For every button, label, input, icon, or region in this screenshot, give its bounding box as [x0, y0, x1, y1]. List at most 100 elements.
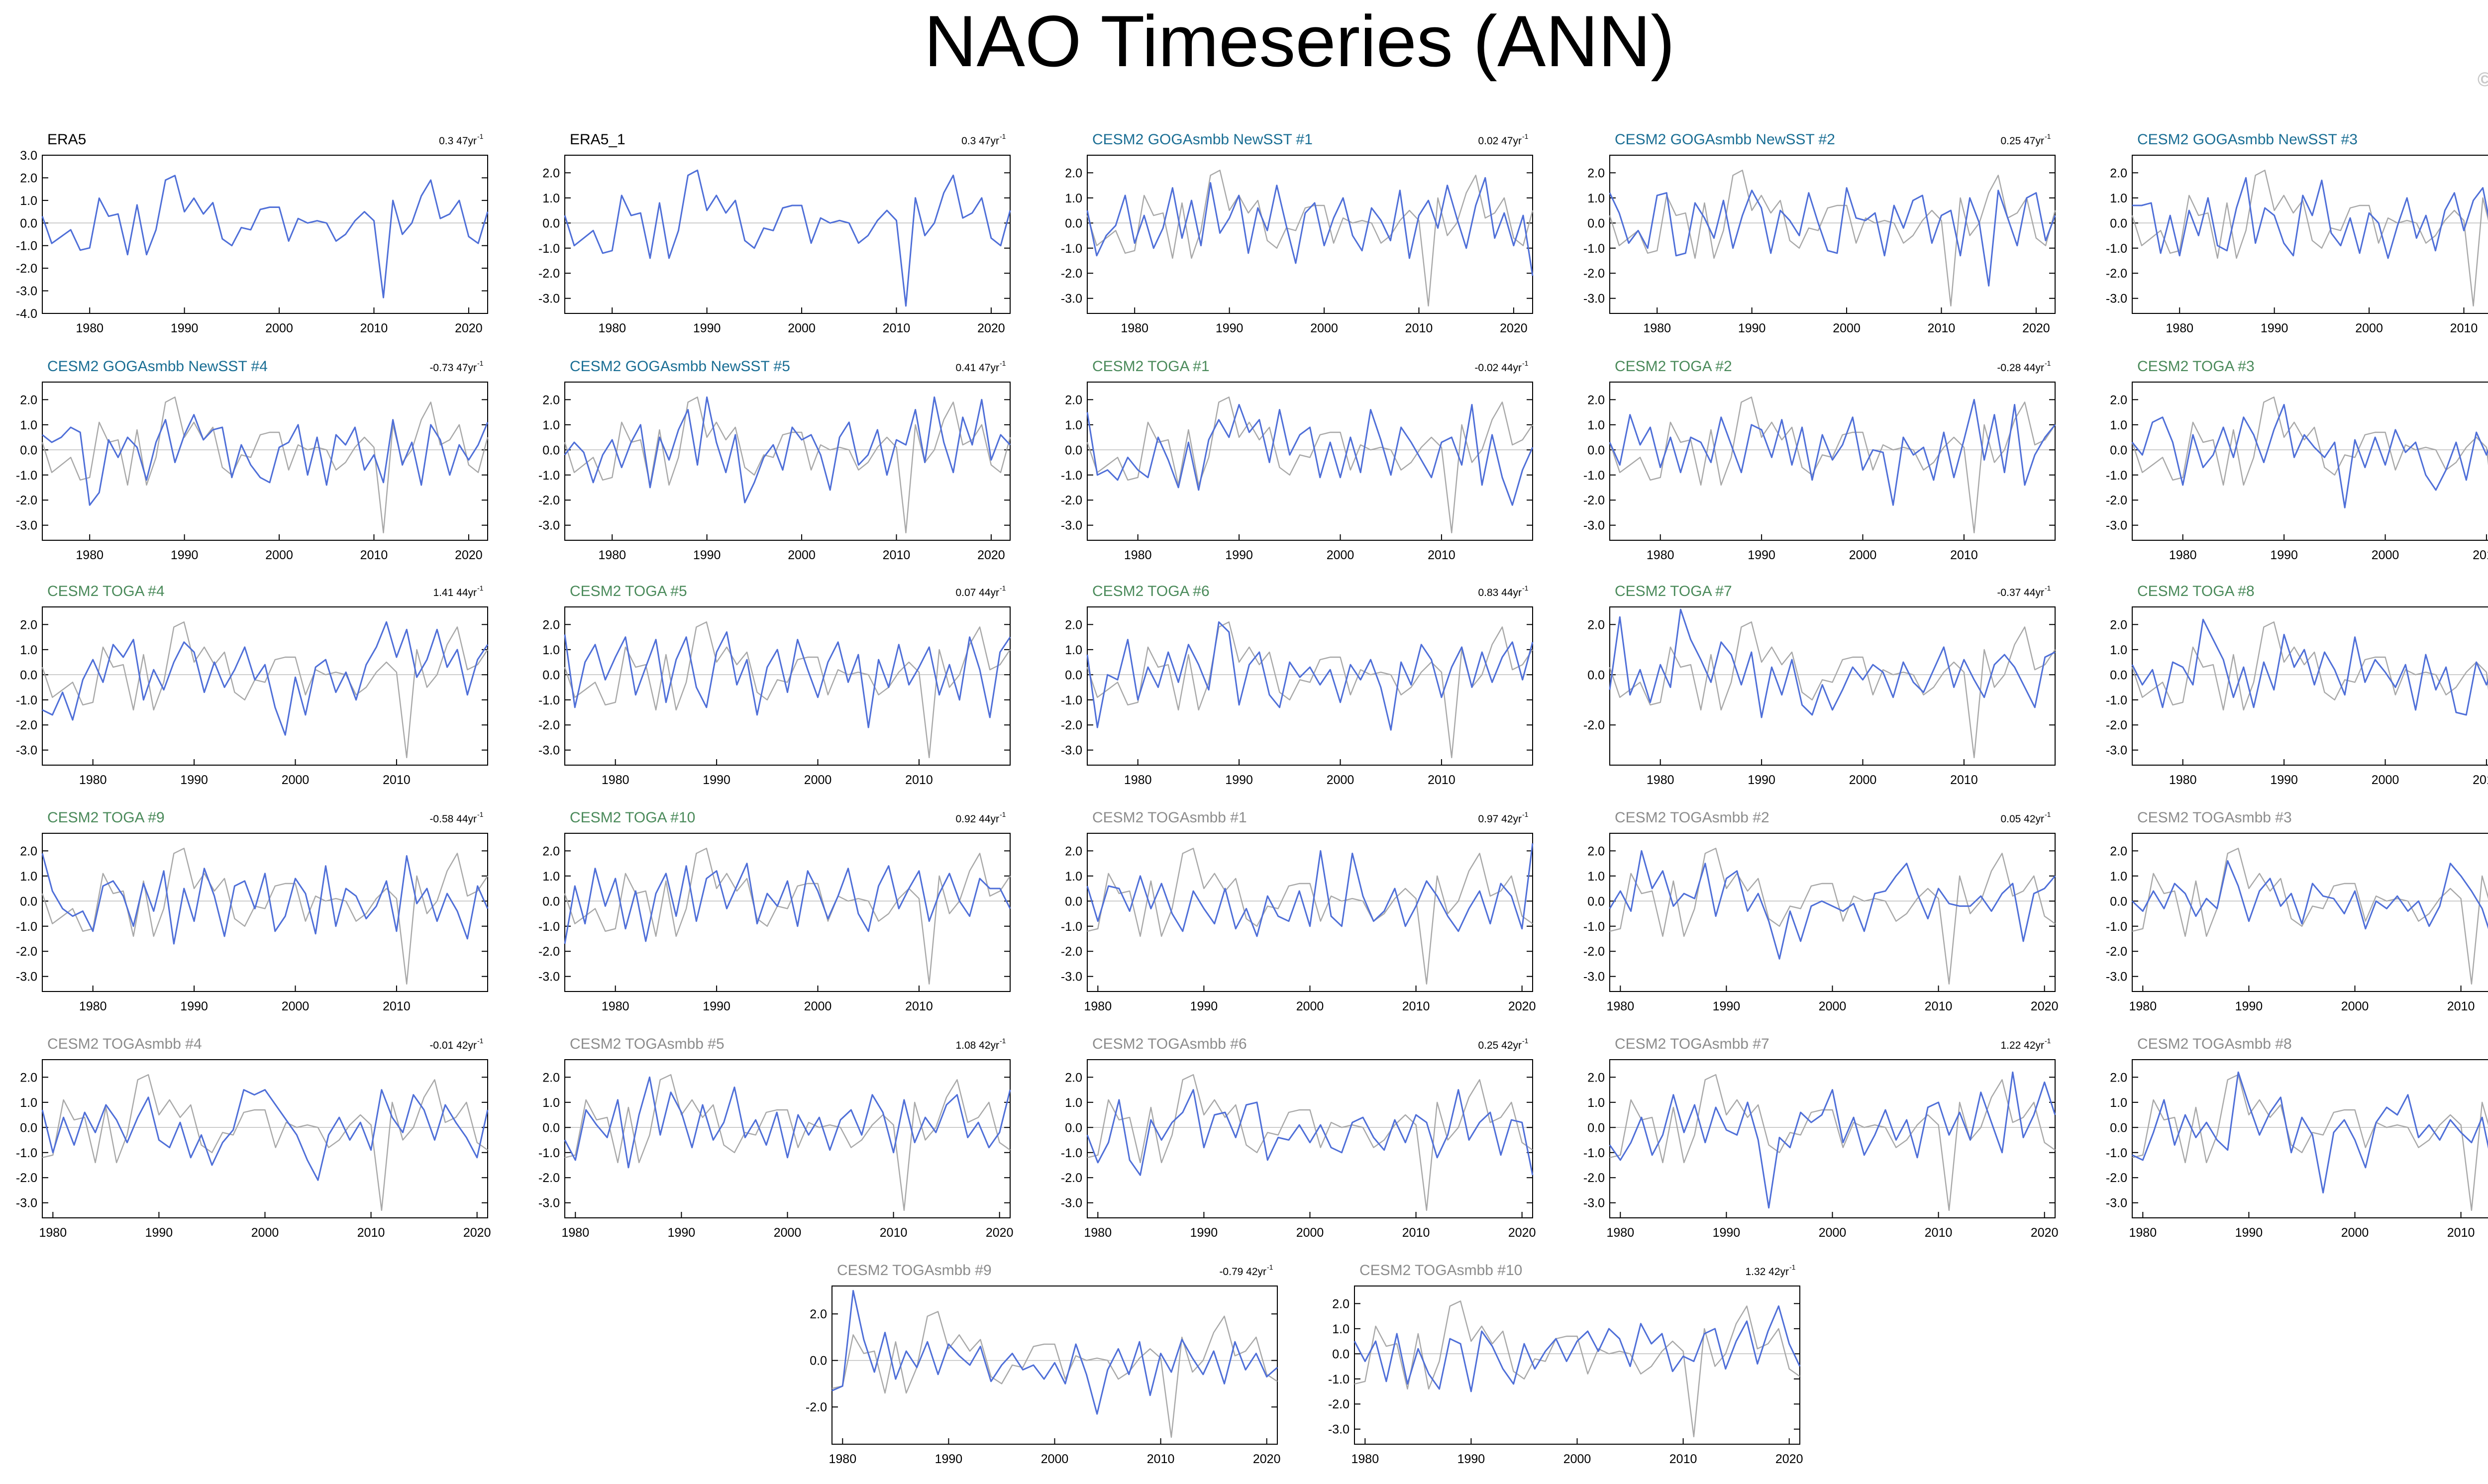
panel-25: CESM2 TOGAsmbb #80.25 42yr-12.01.00.0-1.… — [2106, 1036, 2488, 1240]
plot-frame — [1087, 606, 1533, 766]
y-tick-label: 0.0 — [1065, 216, 1082, 230]
y-tick-label: -1.0 — [1328, 1373, 1349, 1386]
trend-exponent: -1 — [1522, 584, 1529, 592]
y-tick-label: 1.0 — [1587, 1096, 1605, 1110]
y-tick-label: 0.0 — [2110, 443, 2127, 457]
x-tick-label: 1980 — [1606, 1226, 1634, 1240]
trend-label: 1.41 44yr — [433, 587, 477, 598]
plot-frame — [1087, 1059, 1533, 1218]
trend-exponent: -1 — [1522, 1037, 1529, 1045]
trend-exponent: -1 — [1522, 132, 1529, 140]
y-tick-label: -1.0 — [1583, 469, 1605, 483]
x-tick-label: 1980 — [1647, 773, 1674, 787]
y-tick-label: -3.0 — [538, 292, 560, 306]
trend-exponent: -1 — [2045, 132, 2051, 140]
panel-16: CESM2 TOGA #9 -0.58 44yr -1 2.0 1.0 0.0 -1.0 -2… — [16, 809, 489, 1013]
panel-title: CESM2 TOGAsmbb #3 — [2137, 809, 2292, 826]
y-tick-label: -2.0 — [16, 1171, 37, 1185]
y-tick-label: -1.0 — [1061, 1146, 1082, 1160]
panel-title: CESM2 GOGAsmbb NewSST #5 — [570, 358, 790, 375]
x-tick-label: 2000 — [251, 1226, 279, 1240]
y-tick-label: -1.0 — [538, 469, 560, 483]
y-tick-label: -2.0 — [2106, 945, 2127, 959]
y-tick-label: 2.0 — [1587, 166, 1605, 180]
x-tick-label: 2020 — [463, 1226, 491, 1240]
y-tick-label: 1.0 — [1065, 870, 1082, 884]
x-tick-label: 1980 — [1643, 321, 1671, 335]
plot-frame — [564, 833, 1011, 992]
x-tick-label: 1980 — [2169, 773, 2197, 787]
y-tick-label: -3.0 — [2106, 1196, 2127, 1210]
x-tick-label: 1980 — [2129, 999, 2157, 1013]
x-tick-label: 1990 — [2235, 1226, 2263, 1240]
x-tick-label: 1990 — [1738, 321, 1766, 335]
x-tick-label: 1980 — [1124, 773, 1152, 787]
x-tick-label: 1990 — [2235, 999, 2263, 1013]
y-tick-label: -3.0 — [1061, 1196, 1082, 1210]
trend-label: 1.32 42yr — [1745, 1266, 1789, 1278]
panel-15: CESM2 TOGA #8-0.15 44yr-12.01.00.0-1.0-2… — [2106, 583, 2488, 787]
x-tick-label: 2000 — [1327, 773, 1354, 787]
x-tick-label: 2000 — [1819, 1226, 1847, 1240]
y-tick-label: 1.0 — [1587, 192, 1605, 205]
panel-title: CESM2 TOGAsmbb #9 — [837, 1262, 992, 1279]
y-tick-label: 2.0 — [2110, 844, 2127, 858]
panel-title: CESM2 TOGAsmbb #8 — [2137, 1036, 2292, 1052]
observed-series-line — [564, 396, 1011, 534]
x-tick-label: 1990 — [2270, 773, 2298, 787]
x-tick-label: 2000 — [2341, 1226, 2369, 1240]
y-tick-label: 1.0 — [542, 418, 560, 432]
model-series-line — [564, 863, 1011, 944]
plot-frame — [2132, 833, 2488, 992]
panel-title: CESM2 GOGAsmbb NewSST #3 — [2137, 131, 2358, 148]
x-tick-label: 1980 — [76, 548, 104, 562]
x-tick-label: 2000 — [1833, 321, 1861, 335]
y-tick-label: -3.0 — [1583, 1196, 1605, 1210]
y-tick-label: 0.0 — [1587, 668, 1605, 682]
y-tick-label: 1.0 — [542, 870, 560, 884]
y-tick-label: 0.0 — [542, 894, 560, 908]
x-tick-label: 1990 — [668, 1226, 696, 1240]
y-tick-label: -3.0 — [1583, 970, 1605, 984]
x-tick-label: 2000 — [1296, 999, 1324, 1013]
panel-13: CESM2 TOGA #6 0.83 44yr -1 2.0 1.0 0.0 -1.0 -2.… — [1061, 583, 1534, 787]
x-tick-label: 2020 — [455, 548, 483, 562]
observed-series-line — [42, 1074, 488, 1211]
observed-series-line — [1087, 1074, 1533, 1211]
x-tick-label: 1980 — [2169, 548, 2197, 562]
x-tick-label: 1980 — [2166, 321, 2193, 335]
y-tick-label: 1.0 — [2110, 643, 2127, 657]
y-tick-label: -2.0 — [16, 494, 37, 507]
plot-frame — [831, 1286, 1278, 1445]
y-tick-label: 1.0 — [1065, 192, 1082, 205]
y-tick-label: -1.0 — [2106, 469, 2127, 483]
x-tick-label: 2000 — [788, 548, 816, 562]
y-tick-label: -1.0 — [16, 1146, 37, 1160]
model-series-line — [42, 414, 489, 506]
plot-frame — [2132, 606, 2488, 766]
y-tick-label: -3.0 — [2106, 970, 2127, 984]
y-tick-label: -2.0 — [1061, 945, 1082, 959]
y-tick-label: -3.0 — [538, 1196, 560, 1210]
y-tick-label: 0.0 — [1065, 1121, 1082, 1135]
panel-3: CESM2 GOGAsmbb NewSST #1 0.02 47yr -1 2.0 1.… — [1061, 131, 1534, 335]
model-series-line — [41, 175, 489, 298]
observed-series-line — [1609, 170, 2056, 307]
x-tick-label: 2010 — [883, 321, 911, 335]
y-tick-label: -2.0 — [1061, 494, 1082, 507]
y-tick-label: -1.0 — [538, 693, 560, 707]
y-tick-label: -2.0 — [1061, 1171, 1082, 1185]
y-tick-label: -3.0 — [2106, 744, 2127, 758]
x-tick-label: 1990 — [1190, 1226, 1218, 1240]
y-tick-label: -1.0 — [1583, 242, 1605, 256]
model-series-line — [1609, 187, 2056, 287]
panel-22: CESM2 TOGAsmbb #5 1.08 42yr -1 2.0 1.0 0.0 -1.… — [538, 1036, 1014, 1240]
panel-title: CESM2 TOGA #2 — [1615, 358, 1732, 375]
trend-label: -0.28 44yr — [1997, 362, 2044, 374]
panel-title: CESM2 TOGA #3 — [2137, 358, 2255, 375]
y-tick-label: -1.0 — [2106, 1146, 2127, 1160]
y-tick-label: -1.0 — [538, 920, 560, 934]
panel-title: CESM2 GOGAsmbb NewSST #4 — [47, 358, 268, 375]
y-tick-label: -2.0 — [538, 494, 560, 507]
x-tick-label: 2000 — [1041, 1452, 1069, 1466]
